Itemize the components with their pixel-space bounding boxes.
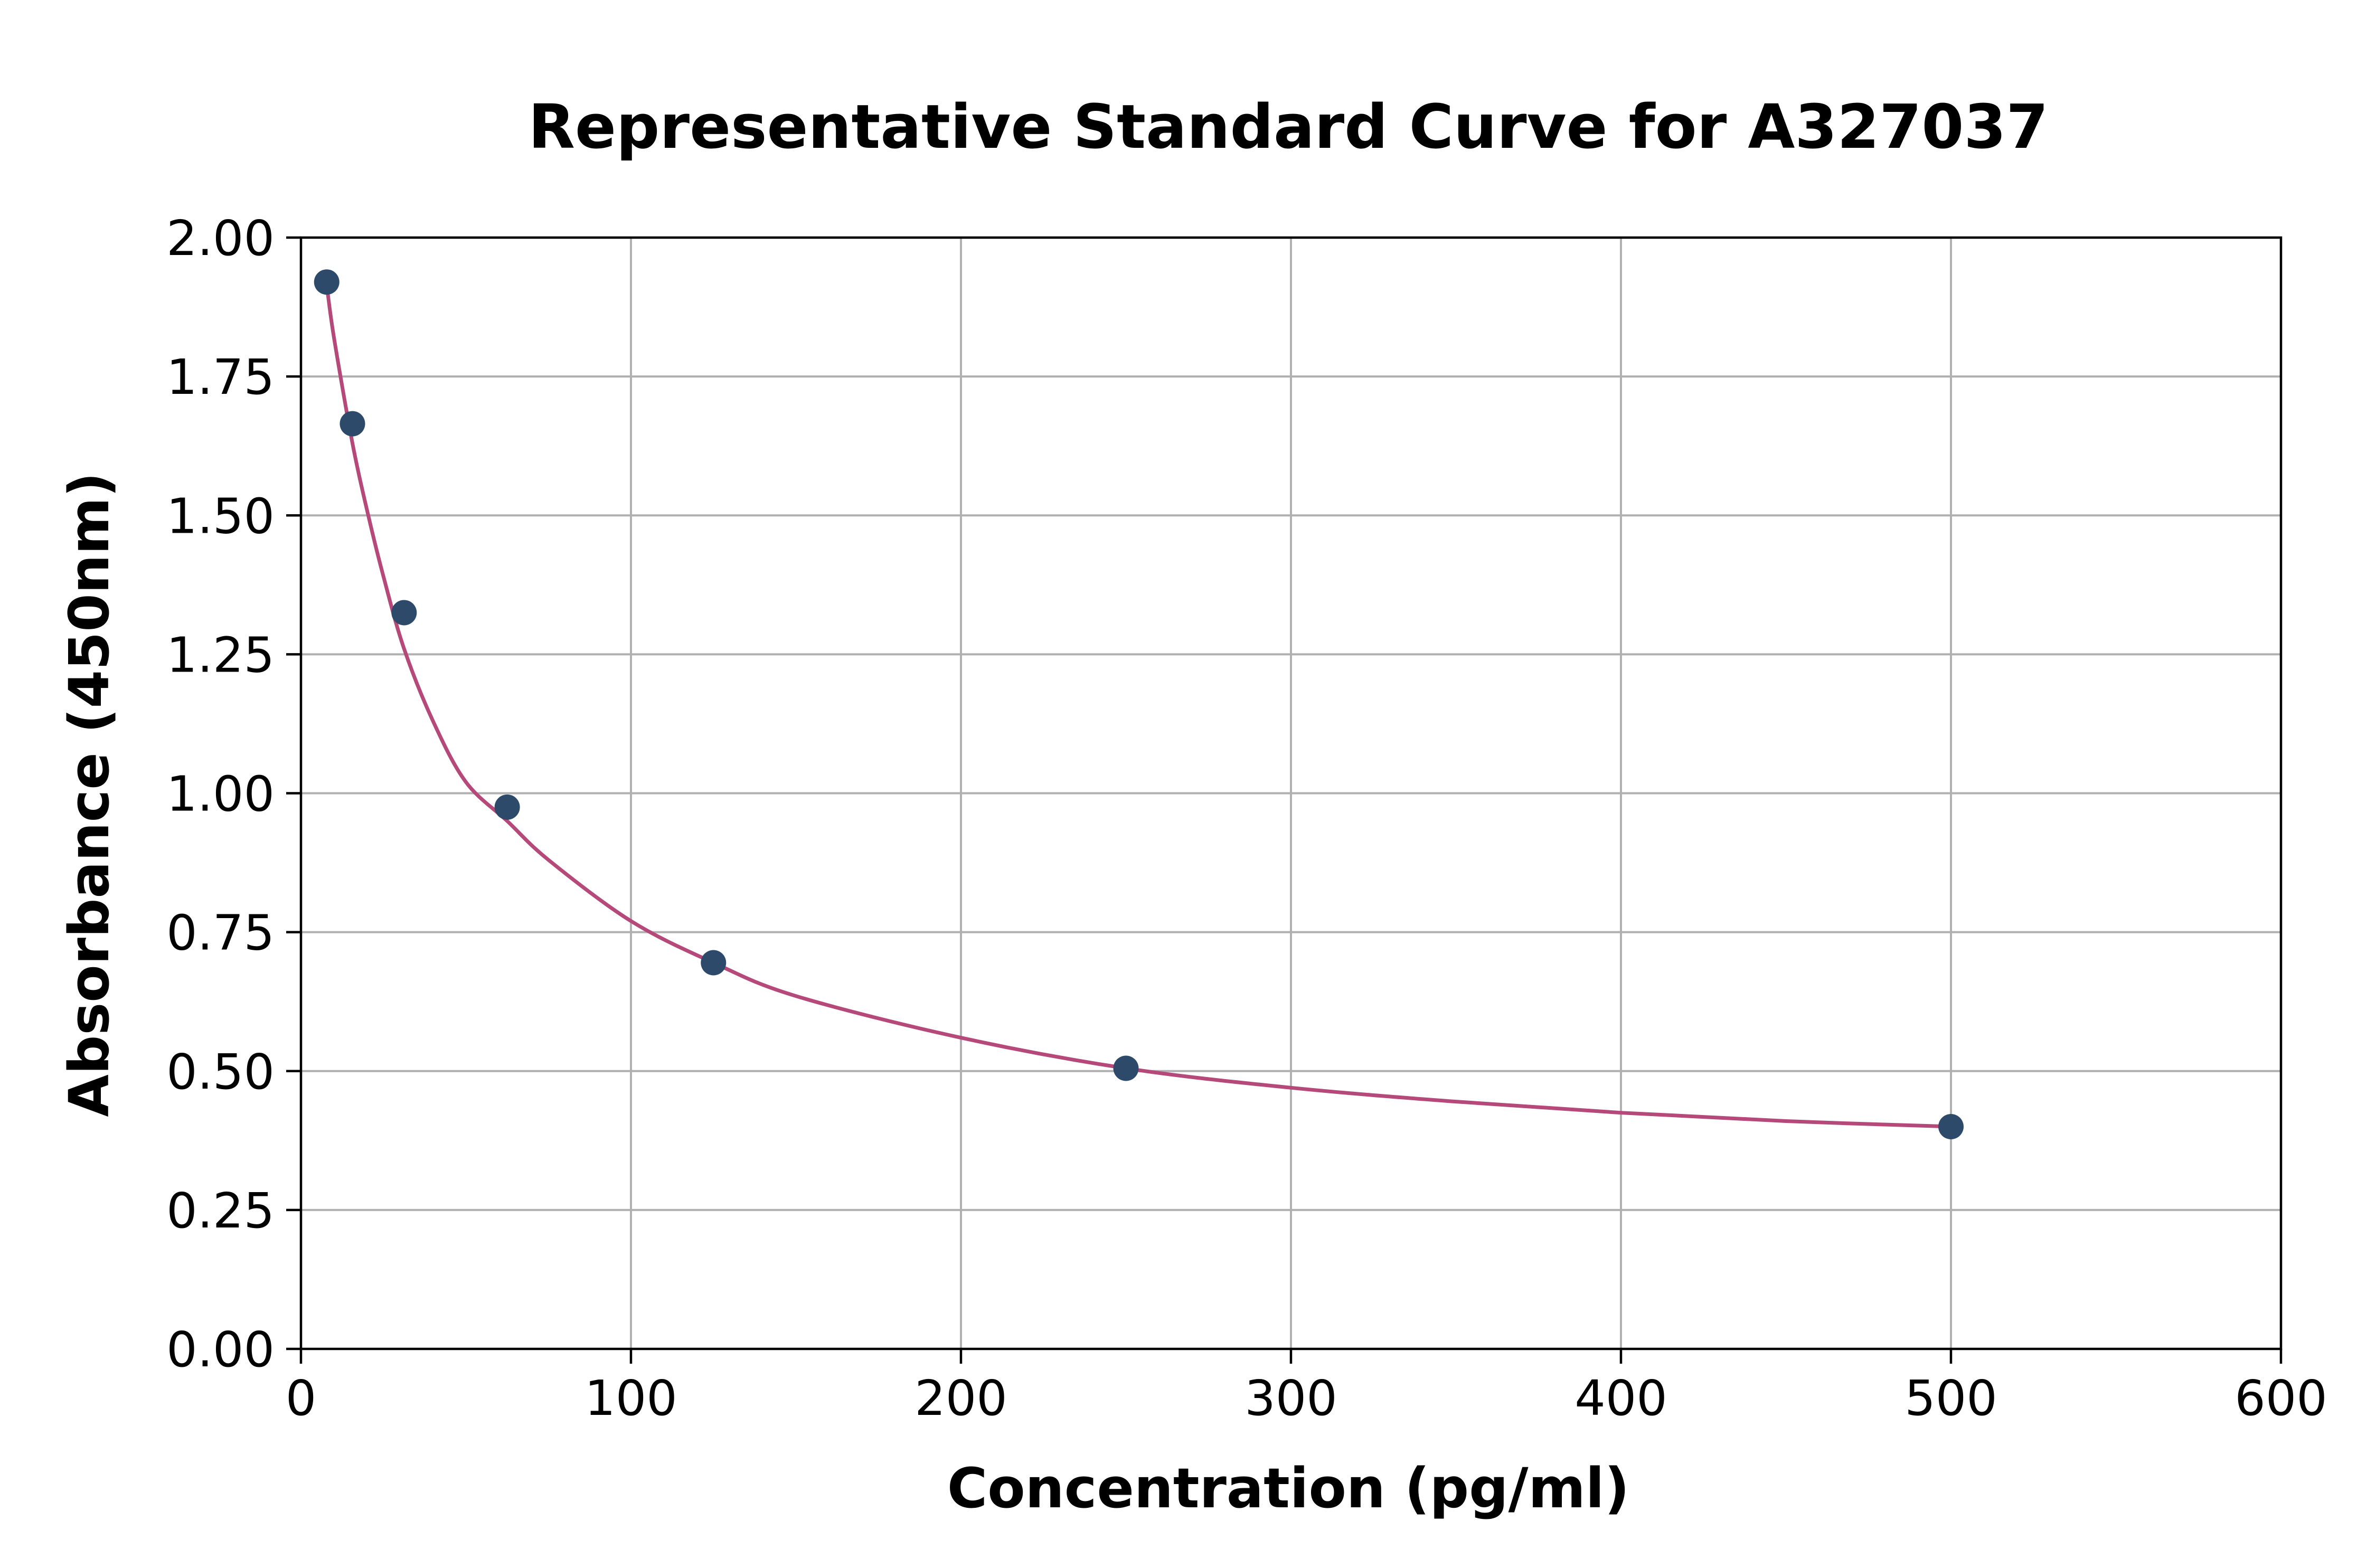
x-tick-label: 200 xyxy=(914,1370,1007,1427)
x-tick-label: 600 xyxy=(2234,1370,2327,1427)
y-tick-label: 0.75 xyxy=(166,905,275,961)
y-tick-label: 0.00 xyxy=(166,1321,275,1378)
plot-frame xyxy=(299,236,2283,1350)
data-point xyxy=(314,269,340,295)
fitted-curve xyxy=(325,284,1951,1129)
x-tick-label: 0 xyxy=(286,1370,317,1427)
x-tick-label: 500 xyxy=(1904,1370,1997,1427)
data-point xyxy=(1938,1114,1964,1139)
axis-ticks: 0 100 200 300 400 500 600 0.00 0.25 0.50 0.75 1.00 1… xyxy=(166,210,2327,1427)
fitted-curve-layer xyxy=(325,284,1951,1129)
y-tick-label: 1.25 xyxy=(166,627,275,683)
y-tick-label: 1.00 xyxy=(166,766,275,823)
y-tick-label: 2.00 xyxy=(166,210,275,267)
data-point xyxy=(1113,1055,1139,1081)
data-point xyxy=(391,600,417,626)
data-point xyxy=(494,794,520,820)
data-point xyxy=(701,950,727,976)
chart-title: Representative Standard Curve for A32703… xyxy=(529,92,2049,163)
x-tick-label: 300 xyxy=(1244,1370,1337,1427)
x-tick-label: 100 xyxy=(584,1370,677,1427)
data-points-layer xyxy=(314,269,1964,1139)
y-tick-label: 0.25 xyxy=(166,1183,275,1239)
x-axis-label: Concentration (pg/ml) xyxy=(947,1456,1629,1520)
data-point xyxy=(340,411,365,437)
y-tick-label: 0.50 xyxy=(166,1044,275,1100)
y-axis-label: Absorbance (450nm) xyxy=(57,472,121,1117)
grid-lines xyxy=(300,237,2282,1350)
y-tick-label: 1.75 xyxy=(166,349,275,405)
y-tick-label: 1.50 xyxy=(166,488,275,544)
x-tick-label: 400 xyxy=(1574,1370,1667,1427)
